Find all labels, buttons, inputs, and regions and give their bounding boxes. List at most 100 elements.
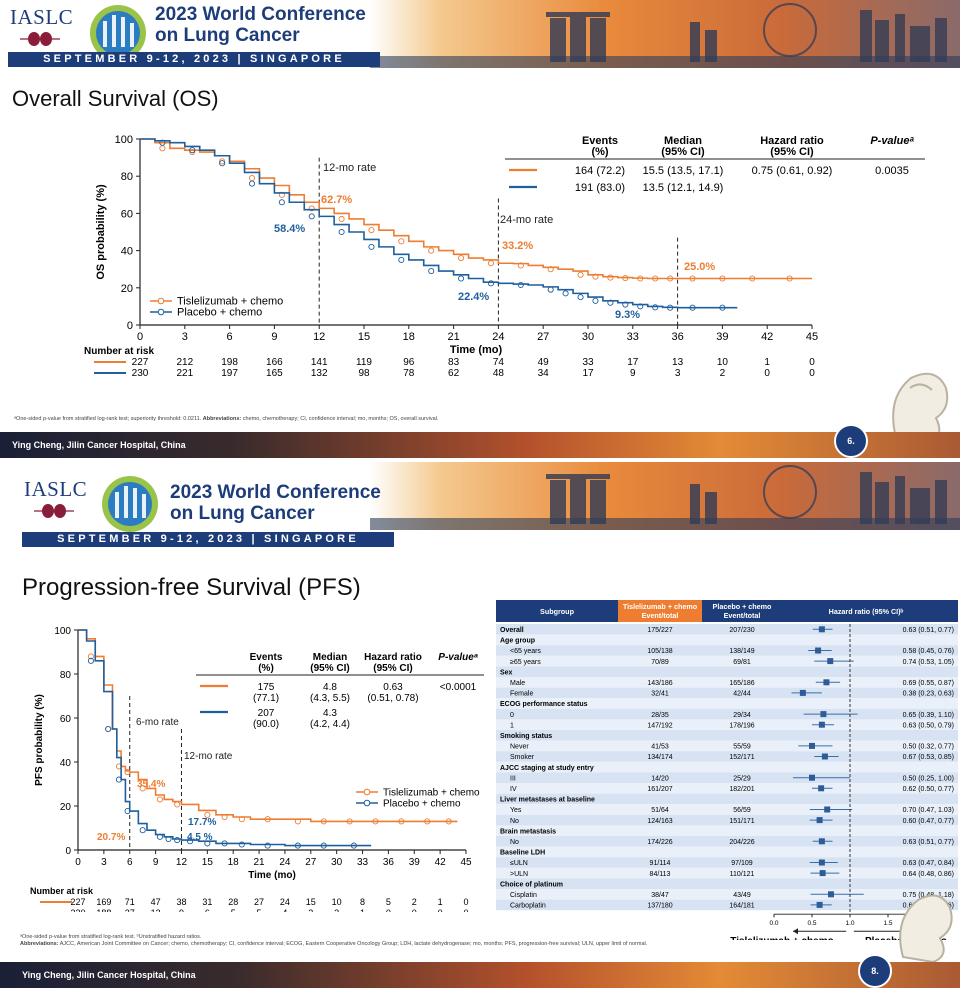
risk-count: 188 [96,908,111,912]
forest-tisl-count: 161/207 [647,786,672,793]
risk-count: 212 [176,357,193,368]
forest-x-tick-label: 0.5 [807,920,816,927]
forest-hr-text: 0.38 (0.23, 0.63) [903,691,954,698]
risk-count: 17 [582,368,594,379]
censor-mark [189,147,196,154]
lungs-icon [20,32,60,46]
y-tick-label: 40 [60,758,72,769]
censor-mark [238,841,245,848]
censor-mark [159,139,166,146]
censor-mark [487,280,494,287]
forest-x-tick-label: 0.0 [769,920,778,927]
forest-row-bg [496,825,958,836]
page-title: Progression-free Survival (PFS) [22,574,361,601]
header-plac-bg [702,600,782,622]
censor-mark [547,286,554,293]
forest-row-label: Baseline LDH [500,850,545,857]
censor-mark [278,199,285,206]
censor-mark [517,281,524,289]
risk-count: 83 [448,357,460,368]
gardens-globe-logo [90,5,146,61]
risk-count: 6 [205,908,210,912]
table-cell: 4.8 [323,682,337,693]
forest-plac-count: 207/230 [729,627,754,634]
forest-row-label: >ULN [510,871,528,878]
risk-count: 4 [282,908,287,912]
forest-tisl-count: 137/180 [647,903,672,910]
forest-tisl-count: 143/186 [647,680,672,687]
forest-point [816,817,823,824]
censor-mark [592,297,599,304]
risk-count: 1 [360,908,365,912]
forest-plac-count: 69/81 [733,659,751,666]
forest-point [828,891,834,898]
risk-count: 62 [448,368,460,379]
x-tick-label: 12 [176,857,188,868]
forest-plac-count: 178/196 [729,722,754,729]
forest-row-bg [496,655,958,667]
forest-tisl-count: 105/138 [647,648,672,655]
risk-count: 169 [96,897,111,907]
table-cell: 15.5 (13.5, 17.1) [643,165,724,177]
risk-count: 5 [386,897,391,907]
censor-mark [294,818,301,825]
risk-count: 9 [630,368,636,379]
forest-point [816,901,823,908]
header-hr-bg [782,600,958,622]
risk-count: 227 [70,897,85,907]
table-cell: (4.3, 5.5) [310,693,350,704]
table-header: (%) [591,146,608,158]
table-header: Median [664,135,702,147]
risk-count: 5 [257,908,262,912]
risk-count: 0 [463,908,468,912]
table-header: Hazard ratio [760,135,824,147]
risk-count: 2 [412,897,417,907]
censor-mark [368,243,375,250]
risk-table-title: Number at risk [30,886,94,896]
censor-mark [637,275,644,282]
censor-mark [219,160,226,167]
censor-mark [350,842,357,849]
censor-mark [238,816,245,823]
censor-mark [174,837,181,844]
risk-count: 24 [280,897,290,907]
risk-count: 37 [125,908,135,912]
x-tick-label: 30 [582,331,594,343]
forest-plac-count: 55/59 [733,744,751,751]
censor-mark [139,827,146,834]
risk-count: 132 [311,368,328,379]
forest-row-bg [496,677,958,688]
censor-mark [667,275,674,282]
forest-point [819,870,826,877]
merlion-icon [892,372,949,448]
forest-row-label: 1 [510,722,514,729]
censor-mark [562,290,569,297]
forest-row-label: Carboplatin [510,903,546,910]
censor-mark [346,818,353,825]
table-cell: 13.5 (12.1, 14.9) [643,182,724,194]
forest-plac-count: 138/149 [729,648,754,655]
x-tick-label: 21 [254,857,266,868]
forest-point [799,689,806,696]
censor-mark [637,303,644,310]
forest-point [809,742,815,749]
forest-row-bg [496,708,958,720]
censor-mark [368,227,375,234]
forest-row-bg [496,783,958,794]
forest-row-label: Overall [500,627,524,634]
risk-count: 98 [358,368,370,379]
x-tick-label: 39 [409,857,421,868]
x-tick-label: 27 [537,331,549,343]
censor-mark [547,266,554,273]
forest-tisl-count: 32/41 [651,691,669,698]
forest-plac-count: 43/49 [733,892,751,899]
table-cell: (77.1) [253,693,279,704]
forest-point [824,806,831,813]
forest-row-bg [496,772,958,783]
slide-os: IASLC 2023 World Conference on Lung Canc… [0,0,960,458]
censor-mark [398,238,405,245]
forest-row-bg [496,899,958,911]
x-tick-label: 33 [357,857,369,868]
censor-mark [204,811,211,818]
censor-mark [398,256,405,263]
